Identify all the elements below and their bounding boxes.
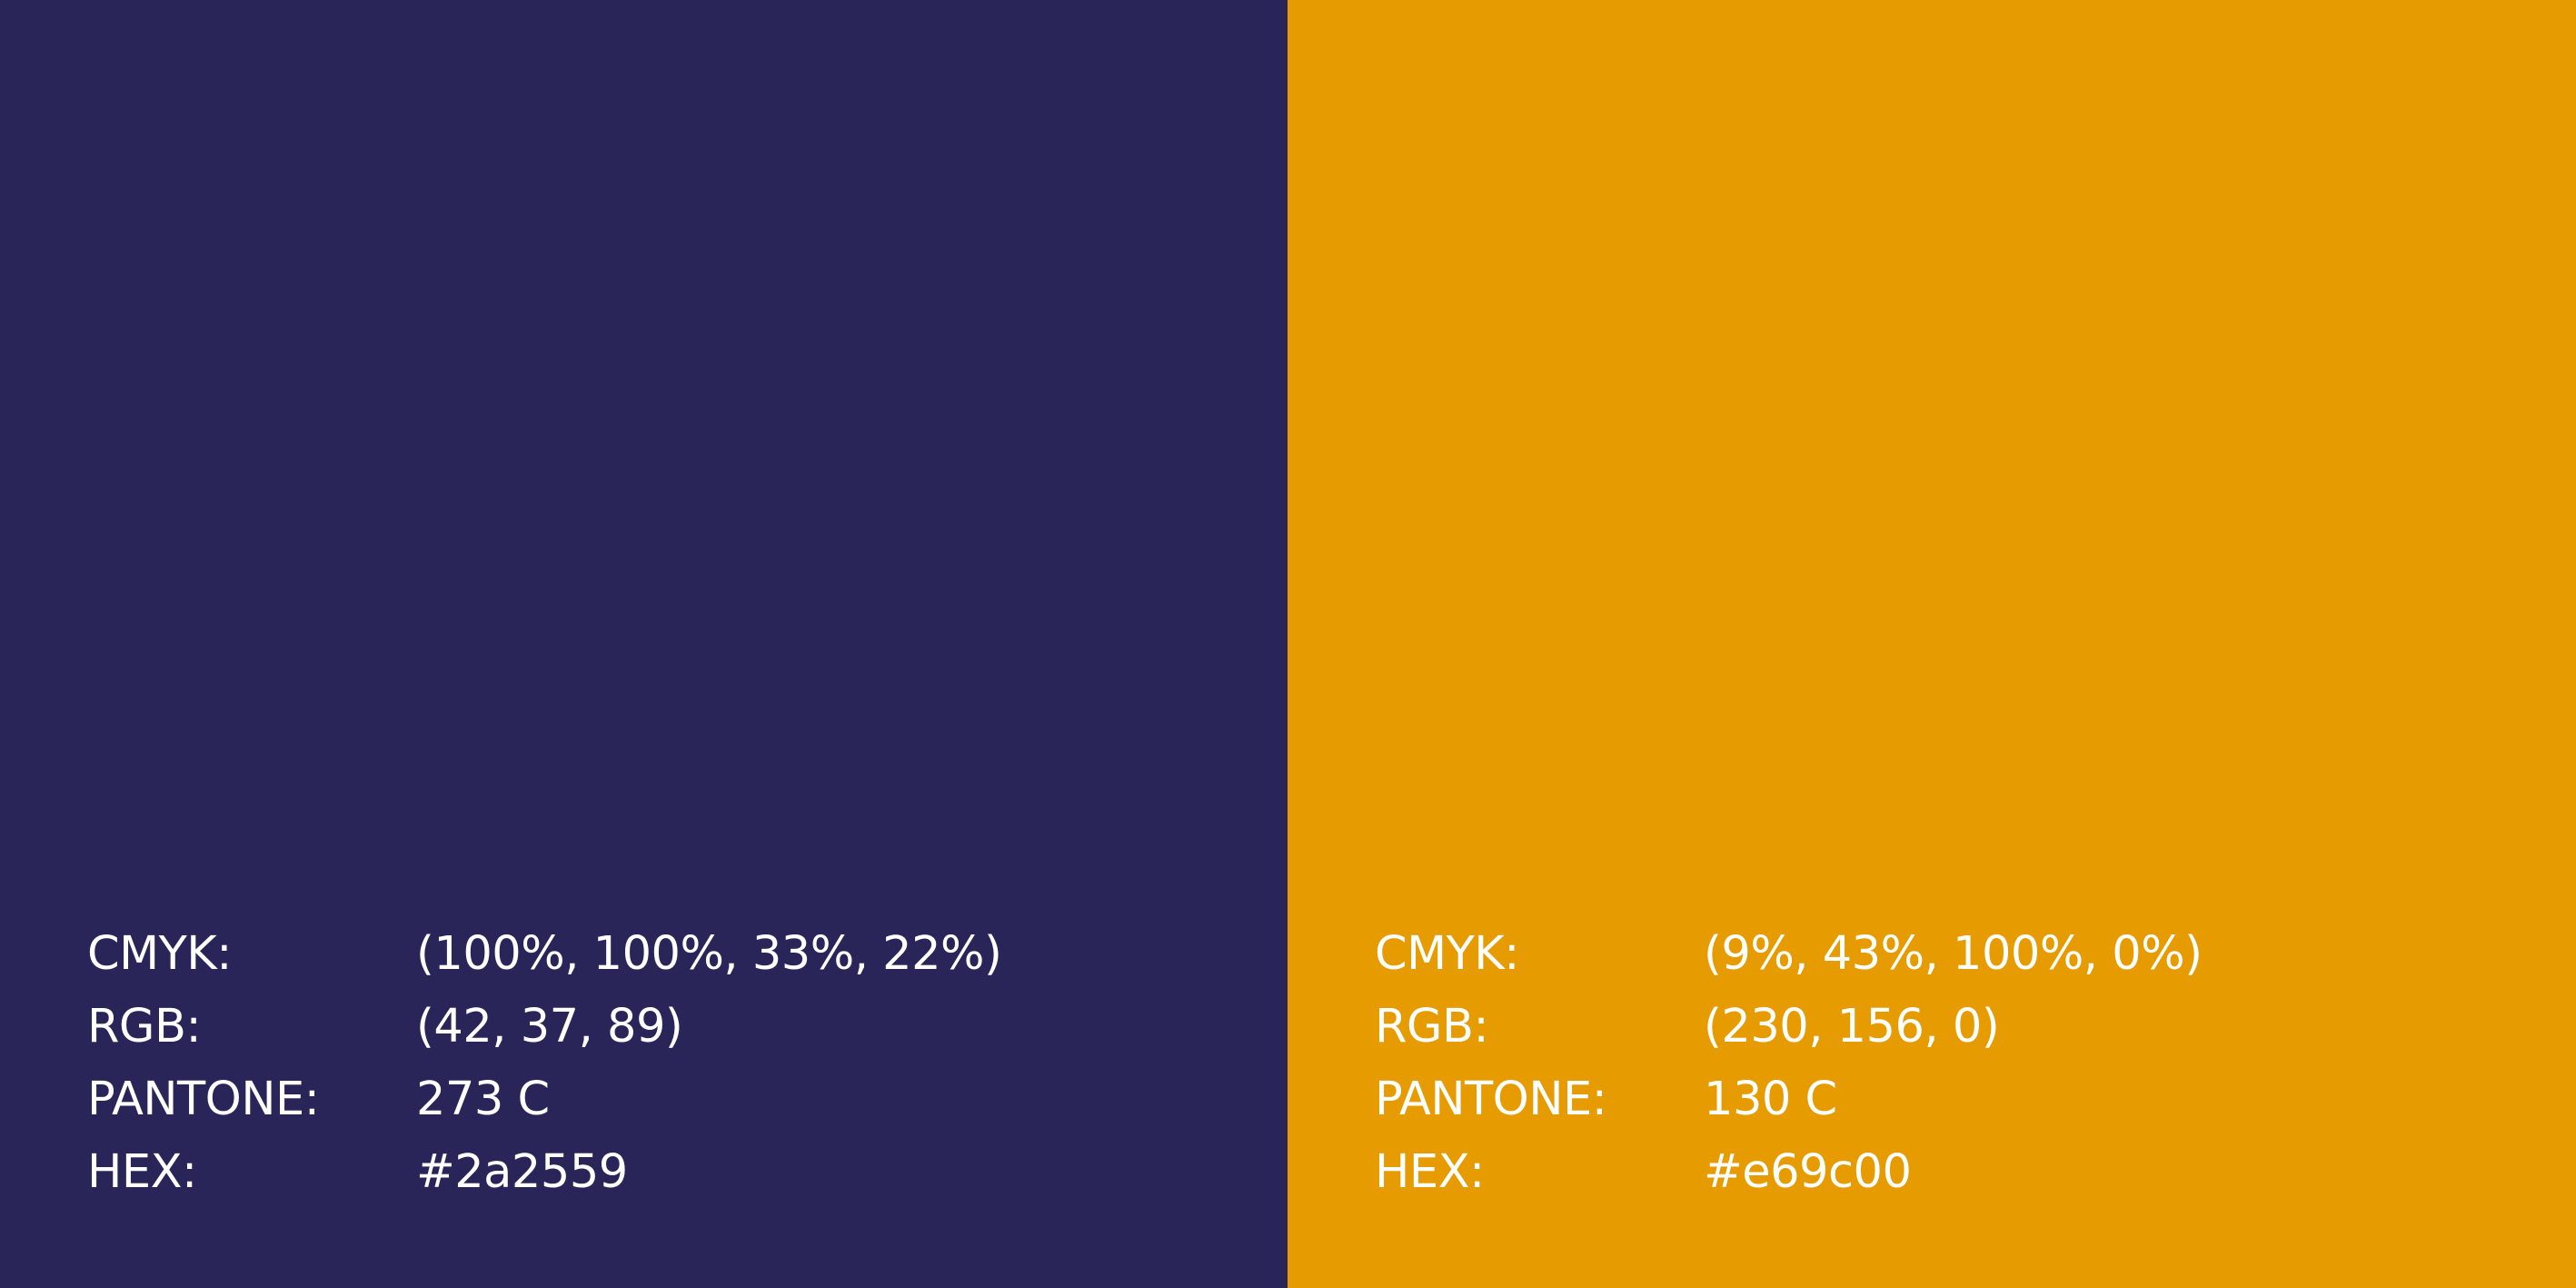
spec-row-cmyk: CMYK: (100%, 100%, 33%, 22%) [87,918,1196,991]
spec-label: RGB: [1375,1000,1489,1053]
spec-value: #2a2559 [416,1145,628,1199]
spec-value: 273 C [416,1073,550,1126]
spec-label: CMYK: [1375,927,1519,981]
spec-label: HEX: [1375,1145,1485,1199]
spec-row-hex: HEX: #e69c00 [1375,1136,2483,1209]
spec-value: 130 C [1704,1073,1837,1126]
spec-row-rgb: RGB: (230, 156, 0) [1375,991,2483,1063]
spec-row-cmyk: CMYK: (9%, 43%, 100%, 0%) [1375,918,2483,991]
spec-value: (9%, 43%, 100%, 0%) [1704,927,2203,981]
spec-value: #e69c00 [1704,1145,1912,1199]
spec-row-rgb: RGB: (42, 37, 89) [87,991,1196,1063]
spec-label: PANTONE: [1375,1073,1607,1126]
spec-row-hex: HEX: #2a2559 [87,1136,1196,1209]
spec-label: HEX: [87,1145,197,1199]
spec-value: (230, 156, 0) [1704,1000,2000,1053]
spec-row-pantone: PANTONE: 273 C [87,1063,1196,1136]
spec-row-pantone: PANTONE: 130 C [1375,1063,2483,1136]
swatch-navy: CMYK: (100%, 100%, 33%, 22%) RGB: (42, 3… [0,0,1288,1288]
spec-value: (42, 37, 89) [416,1000,683,1053]
spec-value: (100%, 100%, 33%, 22%) [416,927,1002,981]
color-specs: CMYK: (9%, 43%, 100%, 0%) RGB: (230, 156… [1375,918,2483,1209]
spec-label: CMYK: [87,927,232,981]
spec-label: RGB: [87,1000,202,1053]
color-specs: CMYK: (100%, 100%, 33%, 22%) RGB: (42, 3… [87,918,1196,1209]
swatch-orange: CMYK: (9%, 43%, 100%, 0%) RGB: (230, 156… [1288,0,2576,1288]
spec-label: PANTONE: [87,1073,320,1126]
